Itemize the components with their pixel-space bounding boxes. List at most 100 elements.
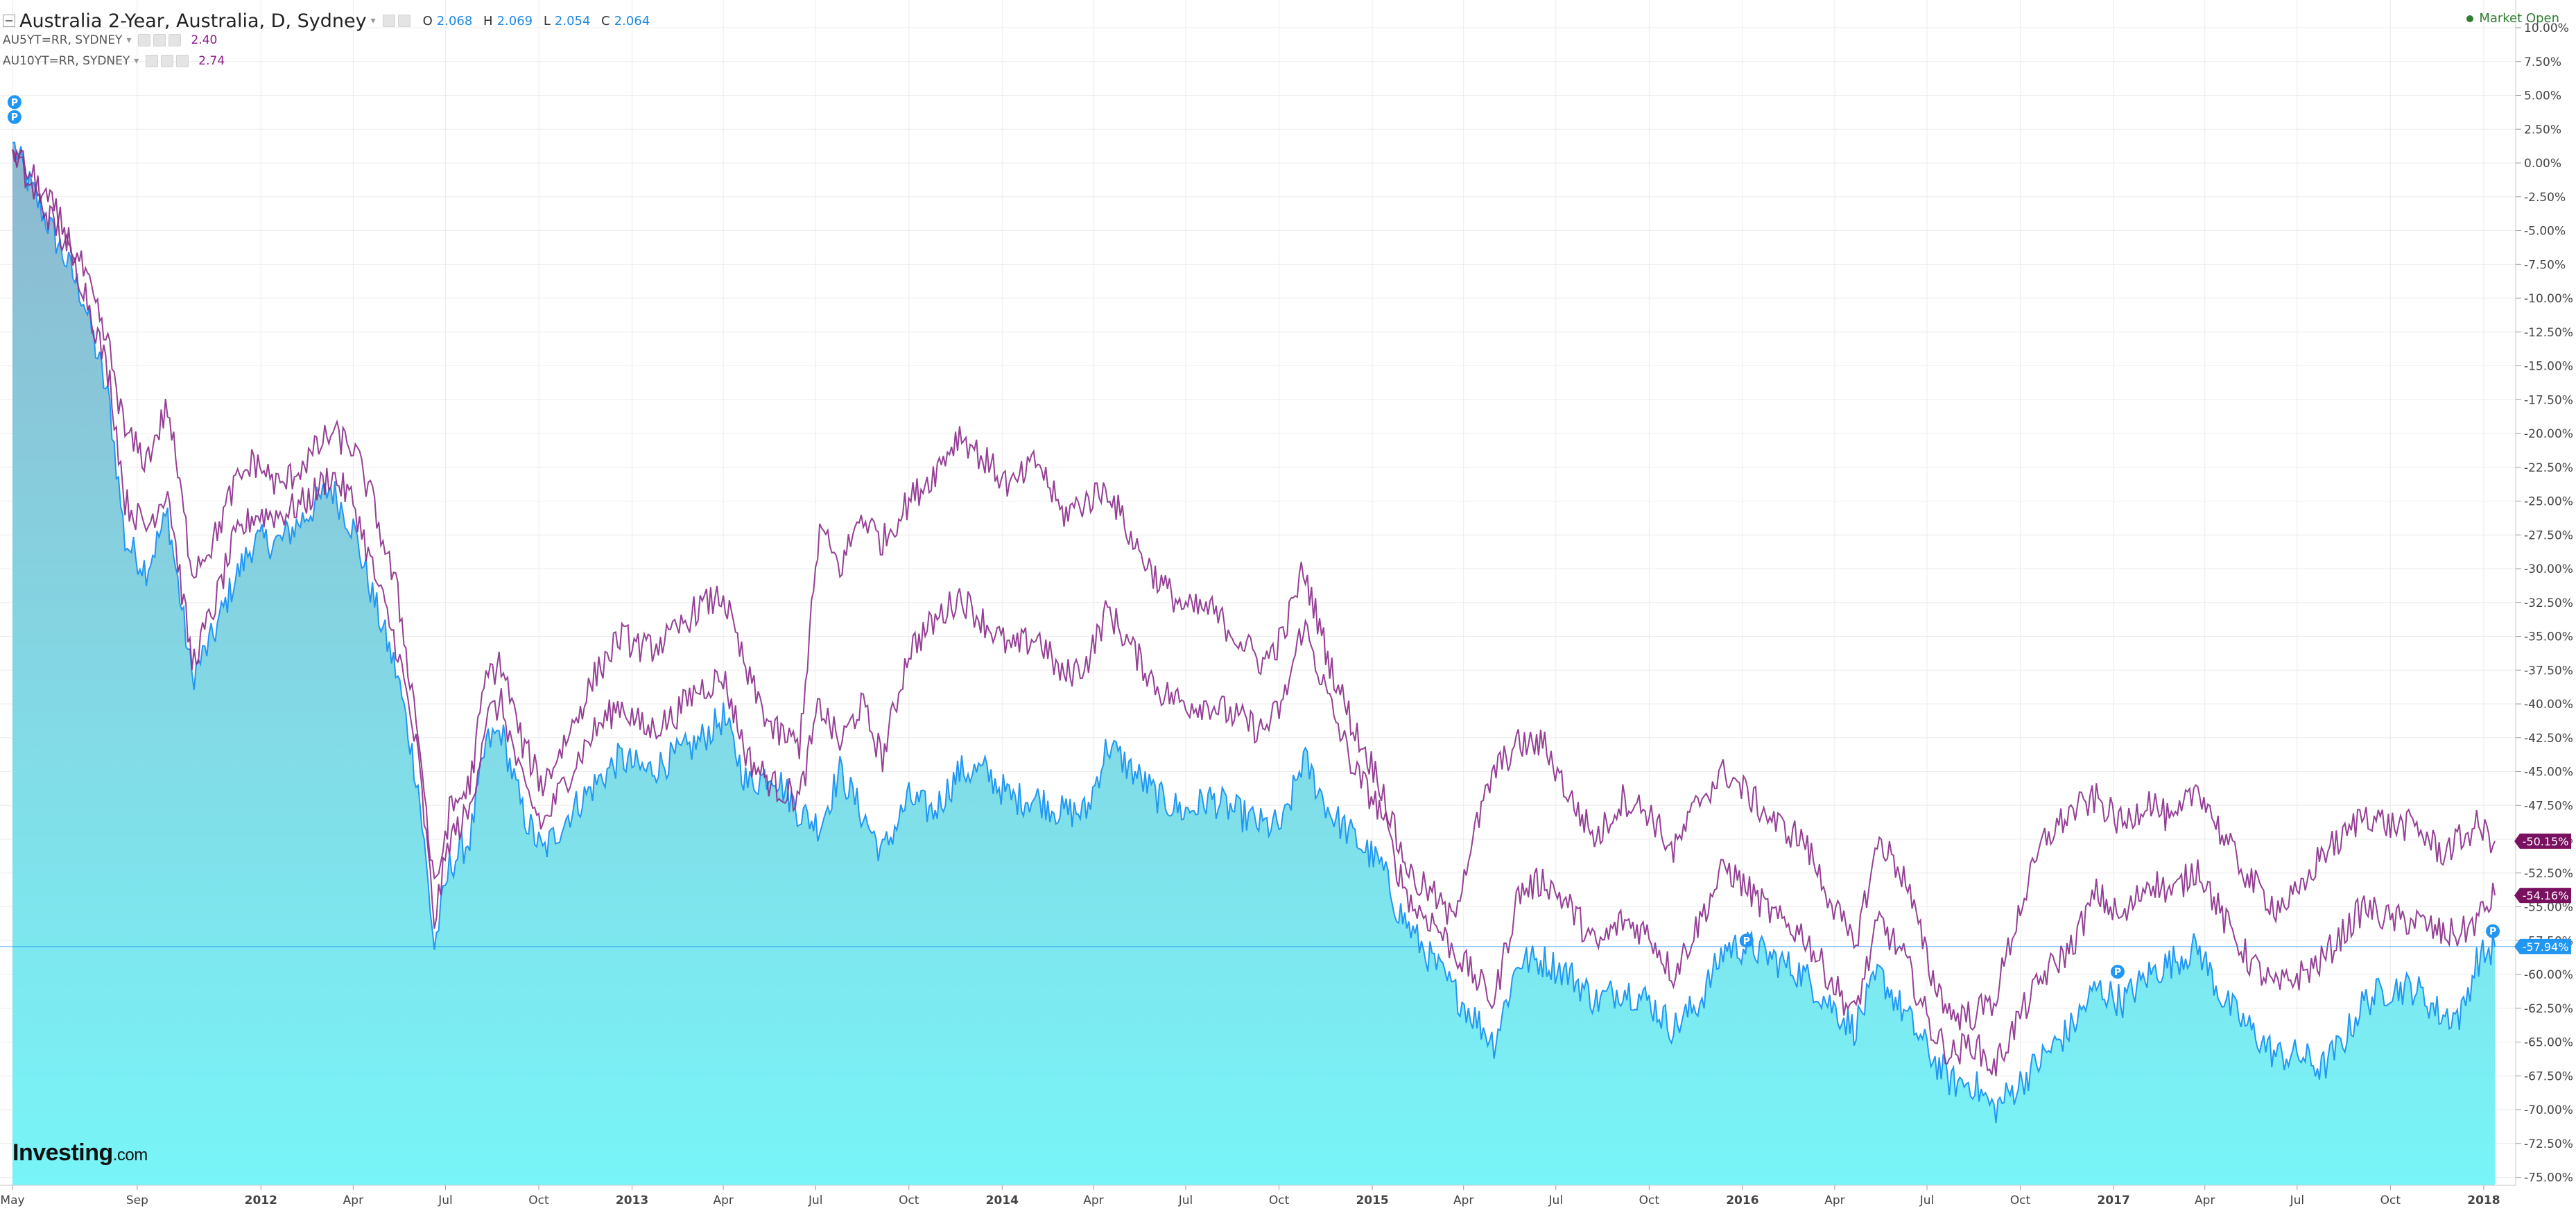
last-value-badge-text: -54.16%: [2523, 889, 2569, 902]
x-tick-label: Oct: [2010, 1194, 2031, 1207]
y-tick-label: -12.50%: [2524, 326, 2573, 340]
x-tick-label: Jul: [1178, 1194, 1193, 1207]
y-tick-label: -25.00%: [2524, 495, 2573, 509]
y-tick-label: -22.50%: [2524, 461, 2573, 475]
x-tick-label: 2015: [1356, 1194, 1388, 1207]
y-tick-label: 5.00%: [2524, 89, 2561, 103]
investing-logo: Investing.com: [12, 1139, 148, 1166]
x-tick-label: Jul: [1548, 1194, 1564, 1207]
event-marker[interactable]: P: [7, 95, 21, 110]
x-tick-label: Oct: [899, 1194, 919, 1207]
overlay-name[interactable]: AU10YT=RR, SYDNEY: [3, 54, 130, 68]
x-tick-label: 2017: [2097, 1194, 2129, 1207]
series-line-au5y: [12, 148, 2496, 1076]
y-tick-label: -37.50%: [2524, 664, 2573, 678]
event-marker[interactable]: P: [7, 110, 21, 124]
last-value-badge-text: -57.94%: [2523, 940, 2569, 954]
x-tick-label: 2013: [616, 1194, 648, 1207]
y-tick-label: -15.00%: [2524, 360, 2573, 374]
x-tick-label: 2012: [245, 1194, 277, 1207]
area-series-layer: [12, 141, 2496, 1185]
overlay-value: 2.40: [191, 33, 218, 47]
hide-icon[interactable]: [397, 15, 410, 27]
chevron-down-icon[interactable]: ▾: [134, 55, 139, 67]
series-line-au10y: [12, 149, 2496, 1031]
y-tick-label: -75.00%: [2524, 1171, 2573, 1185]
event-marker[interactable]: P: [1739, 934, 1754, 948]
y-tick-label: -42.50%: [2524, 732, 2573, 746]
x-tick-label: 2014: [986, 1194, 1019, 1207]
hide-icon[interactable]: [153, 34, 166, 46]
y-tick-label: -40.00%: [2524, 698, 2573, 712]
y-tick-label: -62.50%: [2524, 1002, 2573, 1016]
x-tick-label: 2018: [2467, 1194, 2500, 1207]
x-tick-label: Apr: [1824, 1194, 1844, 1207]
x-tick-label: Oct: [1269, 1194, 1290, 1207]
chevron-down-icon[interactable]: ▾: [370, 15, 376, 26]
y-tick-label: -70.00%: [2524, 1103, 2573, 1117]
x-tick-label: Oct: [528, 1194, 549, 1207]
last-value-badge-bg: [2514, 938, 2571, 954]
y-tick-label: -5.00%: [2524, 225, 2566, 239]
last-value-labels: -50.15% -54.16% -57.94%: [2514, 833, 2571, 954]
overlay-name[interactable]: AU5YT=RR, SYDNEY: [3, 33, 123, 47]
y-tick-label: -72.50%: [2524, 1137, 2573, 1151]
event-marker-dot[interactable]: [7, 110, 21, 124]
y-tick-label: -60.00%: [2524, 968, 2573, 982]
x-tick-label: Apr: [713, 1194, 733, 1207]
close-icon[interactable]: [176, 55, 189, 67]
last-value-badge-bg: [2514, 888, 2571, 904]
y-tick-label: -45.00%: [2524, 766, 2573, 780]
event-marker[interactable]: P: [2486, 924, 2500, 938]
event-marker-label: P: [11, 97, 18, 108]
open-value: 2.068: [436, 13, 473, 28]
event-marker-label: P: [11, 112, 18, 123]
x-tick-label: Apr: [2195, 1194, 2215, 1207]
y-tick-label: -32.50%: [2524, 596, 2573, 610]
y-tick-label: 2.50%: [2524, 123, 2561, 137]
last-value-badge-text: -50.15%: [2523, 835, 2569, 848]
y-tick-label: -67.50%: [2524, 1069, 2573, 1083]
market-status: Market Open: [2466, 11, 2559, 26]
event-marker-dot[interactable]: [7, 95, 21, 110]
x-tick-label: May: [0, 1194, 24, 1207]
x-tick-label: Oct: [2380, 1194, 2401, 1207]
event-marker-dot[interactable]: [1739, 934, 1754, 948]
y-tick-label: 7.50%: [2524, 55, 2561, 69]
main-legend: Australia 2-Year, Australia, D, Sydney ▾…: [3, 6, 657, 36]
settings-icon[interactable]: [146, 55, 159, 67]
status-dot-icon: [2466, 15, 2474, 22]
chart-title[interactable]: Australia 2-Year, Australia, D, Sydney: [19, 10, 367, 32]
x-tick-label: Sep: [126, 1194, 148, 1207]
x-tick-label: Jul: [2290, 1194, 2305, 1207]
y-tick-label: -30.00%: [2524, 562, 2573, 576]
settings-icon[interactable]: [382, 15, 395, 27]
y-tick-label: 0.00%: [2524, 157, 2561, 171]
high-value: 2.069: [496, 13, 533, 28]
y-tick-label: -35.00%: [2524, 630, 2573, 644]
chevron-down-icon[interactable]: ▾: [126, 35, 132, 46]
y-tick-label: -2.50%: [2524, 191, 2566, 205]
settings-icon[interactable]: [138, 34, 151, 46]
hide-icon[interactable]: [161, 55, 174, 67]
y-tick-label: -52.50%: [2524, 867, 2573, 881]
last-value-badge: -54.16%: [2514, 888, 2571, 904]
close-icon[interactable]: [168, 34, 182, 46]
event-marker-dot[interactable]: [2486, 924, 2500, 938]
series-area-au2y: [12, 142, 2495, 1185]
series-line-au2y: [12, 141, 2496, 1124]
collapse-legend-button[interactable]: [3, 15, 15, 27]
event-marker[interactable]: P: [2110, 965, 2125, 979]
y-tick-label: -27.50%: [2524, 528, 2573, 542]
event-marker-dot[interactable]: [2110, 965, 2125, 979]
x-tick-label: Oct: [1639, 1194, 1660, 1207]
y-tick-label: -17.50%: [2524, 393, 2573, 407]
y-tick-label: -7.50%: [2524, 258, 2566, 272]
x-tick-label: Jul: [808, 1194, 823, 1207]
last-value-badge: -50.15%: [2514, 833, 2571, 849]
x-tick-label: Apr: [343, 1194, 363, 1207]
y-tick-label: -47.50%: [2524, 799, 2573, 813]
